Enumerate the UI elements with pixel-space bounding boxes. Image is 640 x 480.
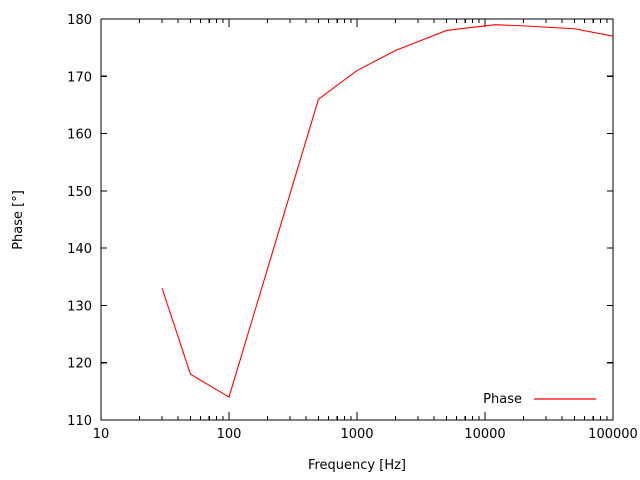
- x-tick-label: 1000: [340, 427, 373, 442]
- x-tick-label: 10000: [464, 427, 505, 442]
- y-tick-label: 120: [67, 357, 92, 372]
- y-axis-tick-marks: [101, 75, 613, 364]
- y-axis-tick-labels: 110 120 130 140 150 160 170 180: [67, 13, 92, 429]
- legend-entry-label: Phase: [483, 392, 522, 407]
- x-axis-tick-marks: [100, 19, 614, 420]
- y-tick-label: 160: [67, 128, 92, 143]
- x-axis-title: Frequency [Hz]: [308, 458, 406, 473]
- x-tick-label: 10: [93, 427, 110, 442]
- x-tick-label: 100000: [588, 427, 638, 442]
- y-axis-title: Phase [°]: [11, 190, 26, 250]
- y-tick-label: 170: [67, 70, 92, 85]
- y-tick-label: 130: [67, 299, 92, 314]
- y-tick-label: 140: [67, 242, 92, 257]
- data-series-phase: [161, 24, 614, 398]
- x-axis-tick-labels: 10 100 1000 10000 100000: [93, 427, 638, 442]
- y-tick-label: 110: [67, 414, 92, 429]
- legend: Phase: [483, 392, 596, 407]
- y-tick-label: 150: [67, 185, 92, 200]
- x-tick-label: 100: [217, 427, 242, 442]
- y-tick-label: 180: [67, 13, 92, 28]
- plot-frame-border: [100, 18, 614, 421]
